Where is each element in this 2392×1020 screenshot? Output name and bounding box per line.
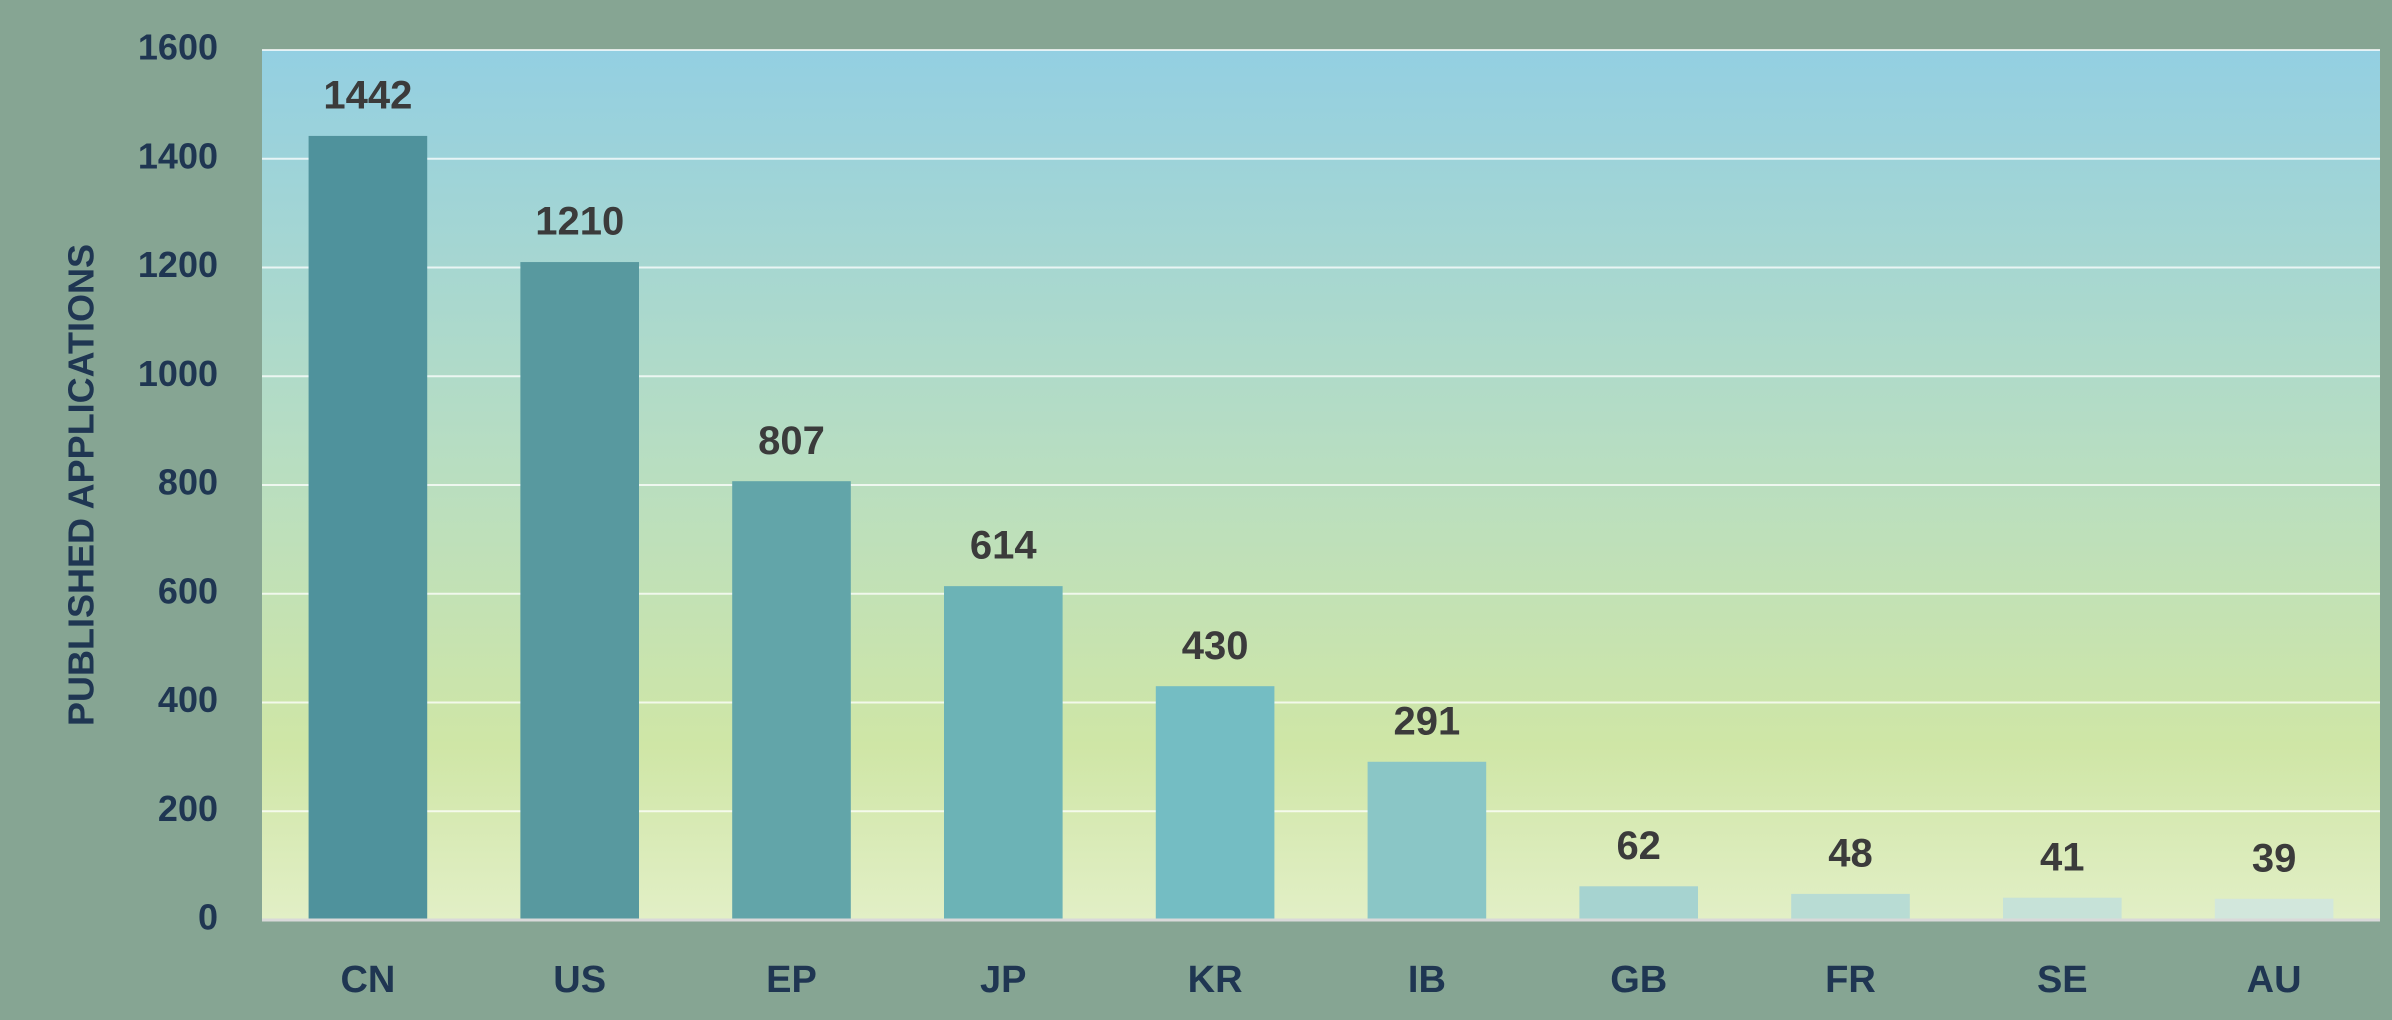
bar	[1367, 761, 1487, 920]
y-tick-label: 0	[198, 897, 218, 938]
x-tick-label: US	[553, 959, 606, 1001]
value-label: 48	[1828, 831, 1873, 875]
x-tick-label: JP	[980, 959, 1026, 1001]
bar	[1791, 893, 1910, 920]
value-label: 1210	[535, 200, 624, 244]
x-tick-label: KR	[1188, 959, 1243, 1001]
y-tick-label: 1200	[138, 244, 218, 285]
y-axis-label: PUBLISHED APPLICATIONS	[61, 244, 102, 726]
x-tick-label: EP	[766, 959, 817, 1001]
bar	[2214, 898, 2334, 920]
value-label: 807	[758, 419, 825, 463]
x-tick-label: SE	[2037, 959, 2088, 1001]
bar	[1579, 886, 1699, 920]
value-label: 39	[2252, 836, 2297, 880]
bar	[943, 586, 1063, 920]
value-label: 62	[1616, 824, 1661, 868]
value-label: 291	[1394, 699, 1461, 743]
value-label: 41	[2040, 835, 2085, 879]
y-tick-label: 800	[158, 462, 218, 503]
y-tick-label: 1400	[138, 135, 218, 176]
x-tick-label: AU	[2247, 959, 2302, 1001]
y-tick-label: 1600	[138, 27, 218, 68]
x-tick-label: GB	[1610, 959, 1667, 1001]
bar	[1155, 686, 1275, 920]
y-tick-label: 200	[158, 788, 218, 829]
value-label: 614	[970, 524, 1037, 568]
bar	[520, 262, 640, 920]
value-label: 430	[1182, 624, 1249, 668]
x-tick-label: FR	[1825, 959, 1876, 1001]
bar	[2002, 897, 2122, 920]
x-tick-label: CN	[340, 959, 395, 1001]
y-tick-label: 400	[158, 679, 218, 720]
bar	[732, 481, 851, 920]
x-tick-label: IB	[1408, 959, 1446, 1001]
y-tick-label: 600	[158, 570, 218, 611]
bar	[308, 135, 428, 921]
value-label: 1442	[323, 73, 412, 117]
y-tick-label: 1000	[138, 353, 218, 394]
